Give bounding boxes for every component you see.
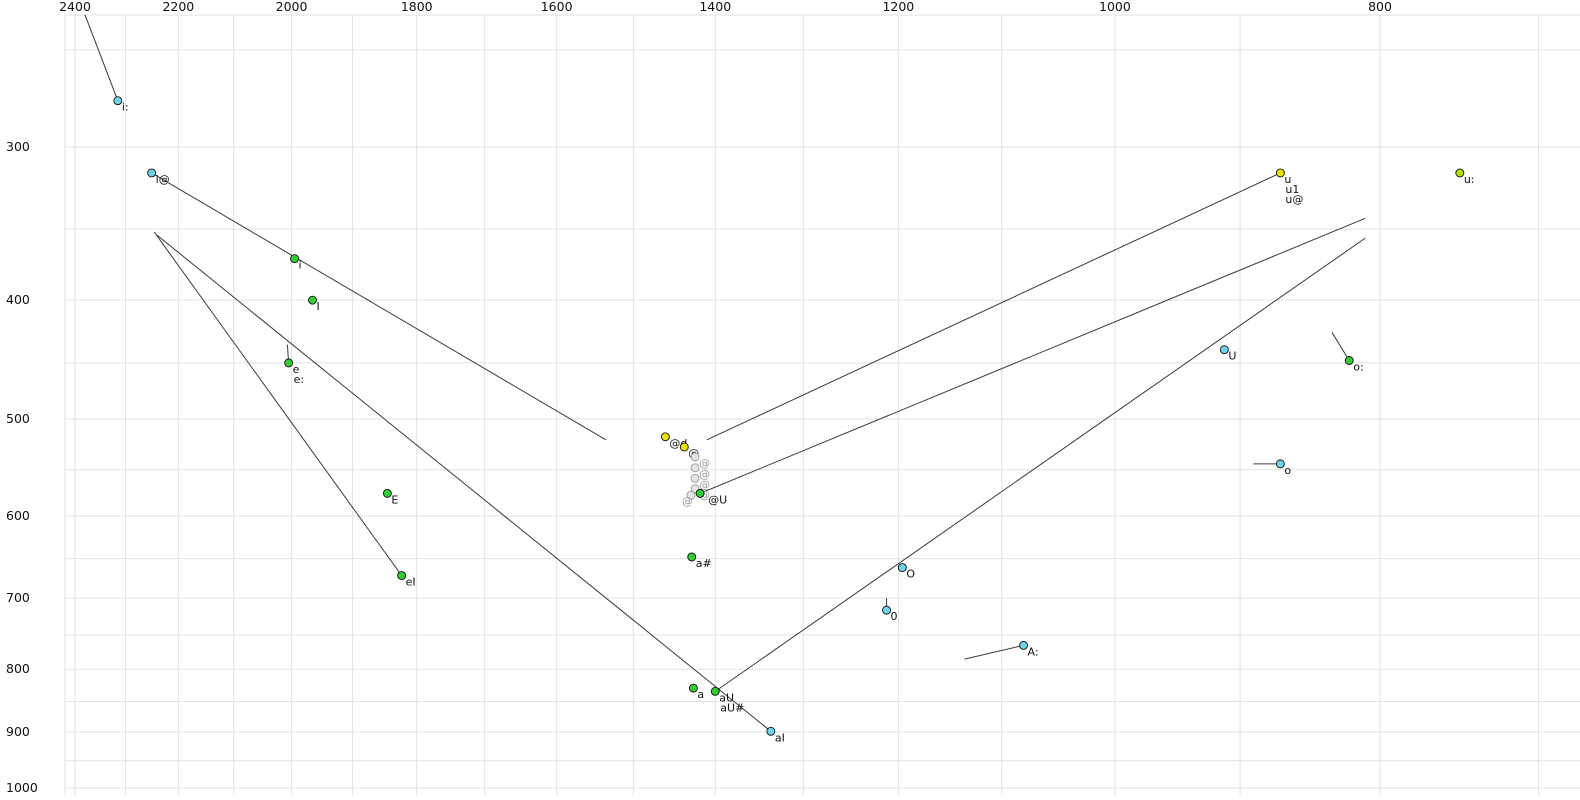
point-label-u:: u: xyxy=(1464,173,1475,186)
point-@[interactable] xyxy=(690,473,700,483)
point-label-e: e xyxy=(293,363,300,376)
y-tick-label: 700 xyxy=(6,590,30,605)
point-label-@: @ xyxy=(699,478,710,491)
y-tick-label: 800 xyxy=(6,661,30,676)
point-label-@U: @U xyxy=(708,493,727,506)
point-label-@: @ xyxy=(699,468,710,481)
point-label-u@: u@ xyxy=(1285,193,1303,206)
points: i:i@iIee:EeI@d@@@@@@@Ua#aaUaU#aIO0A:Uuu1… xyxy=(113,96,1475,744)
point-@[interactable] xyxy=(679,442,689,452)
point-eI[interactable] xyxy=(397,571,407,581)
trajectory-A-long-tail xyxy=(964,644,1024,660)
y-tick-label: 600 xyxy=(6,508,30,523)
point-label-E: E xyxy=(391,493,398,506)
x-tick-label: 800 xyxy=(1368,0,1392,14)
point-@[interactable] xyxy=(690,452,700,462)
point-label-@: @ xyxy=(682,495,693,508)
point-@[interactable] xyxy=(690,463,700,473)
point-label-aU: aU xyxy=(719,691,734,704)
trajectory-i-long-tail xyxy=(84,14,119,101)
point-label-eI: eI xyxy=(406,576,416,589)
trajectory-@U-glide xyxy=(699,217,1366,494)
point-i:[interactable] xyxy=(113,96,123,106)
point-label-a: a xyxy=(697,688,704,701)
point-label-o: o xyxy=(1284,464,1291,477)
x-tick-label: 1800 xyxy=(401,0,433,14)
point-label-e:: e: xyxy=(294,373,304,386)
point-I[interactable] xyxy=(308,295,317,305)
y-tick-label: 400 xyxy=(6,292,30,307)
point-label-aU#: aU# xyxy=(720,701,744,714)
point-u:[interactable] xyxy=(1455,168,1465,178)
point-label-i@: i@ xyxy=(156,173,170,186)
point-label-I: I xyxy=(317,300,320,313)
point-@U[interactable] xyxy=(695,488,705,498)
point-i[interactable] xyxy=(290,254,299,264)
point-aI[interactable] xyxy=(766,726,776,736)
point-i@[interactable] xyxy=(147,168,157,178)
x-tick-label: 2000 xyxy=(276,0,308,14)
x-tick-label: 1200 xyxy=(882,0,914,14)
y-tick-label: 300 xyxy=(6,139,30,154)
x-tick-label: 2400 xyxy=(59,0,91,14)
x-tick-label: 1600 xyxy=(541,0,573,14)
point-aU[interactable] xyxy=(710,686,720,696)
trajectory-eI-glide xyxy=(153,231,403,576)
point-label-u: u xyxy=(1284,173,1291,186)
point-a[interactable] xyxy=(688,683,698,693)
y-tick-label: 900 xyxy=(6,724,30,739)
point-U[interactable] xyxy=(1219,345,1229,355)
y-tick-label: 1000 xyxy=(6,780,38,795)
point-u[interactable] xyxy=(1275,168,1285,178)
point-label-O: O xyxy=(906,568,915,581)
point-label-i: i xyxy=(299,259,302,272)
point-@[interactable] xyxy=(686,490,696,500)
point-0[interactable] xyxy=(882,605,891,615)
x-tick-label: 2200 xyxy=(162,0,194,14)
y-tick-label: 500 xyxy=(6,411,30,426)
trajectory-aU-glide xyxy=(714,237,1366,692)
point-@d[interactable] xyxy=(660,432,670,442)
point-E[interactable] xyxy=(382,488,392,498)
point-A:[interactable] xyxy=(1019,640,1028,650)
trajectory-aI-glide xyxy=(156,234,772,732)
point-e[interactable] xyxy=(284,358,294,368)
point-O[interactable] xyxy=(897,563,907,573)
point-label-U: U xyxy=(1228,350,1236,363)
point-label-i:: i: xyxy=(122,101,129,114)
point-a#[interactable] xyxy=(687,552,697,562)
point-o[interactable] xyxy=(1275,459,1285,469)
x-tick-label: 1000 xyxy=(1099,0,1131,14)
x-tick-label: 1400 xyxy=(699,0,731,14)
point-label-0: 0 xyxy=(891,610,898,623)
trajectory-o-long-tail xyxy=(1331,332,1350,361)
point-label-@: @ xyxy=(699,457,710,470)
point-label-a#: a# xyxy=(696,557,712,570)
grid xyxy=(64,14,1580,795)
axes: 2400 2200 2000 1800 1600 1400 1200 1000 800 300 40… xyxy=(6,0,1392,795)
point-label-o:: o: xyxy=(1353,360,1363,373)
point-label-aI: aI xyxy=(775,731,785,744)
point-o:[interactable] xyxy=(1344,356,1354,365)
trajectory-i@-glide xyxy=(151,172,607,441)
point-label-@: @ xyxy=(699,489,710,502)
trajectories xyxy=(84,14,1366,732)
trajectory-u@-glide xyxy=(706,172,1281,441)
point-label-A:: A: xyxy=(1028,645,1039,658)
point-label-u1: u1 xyxy=(1285,183,1299,196)
